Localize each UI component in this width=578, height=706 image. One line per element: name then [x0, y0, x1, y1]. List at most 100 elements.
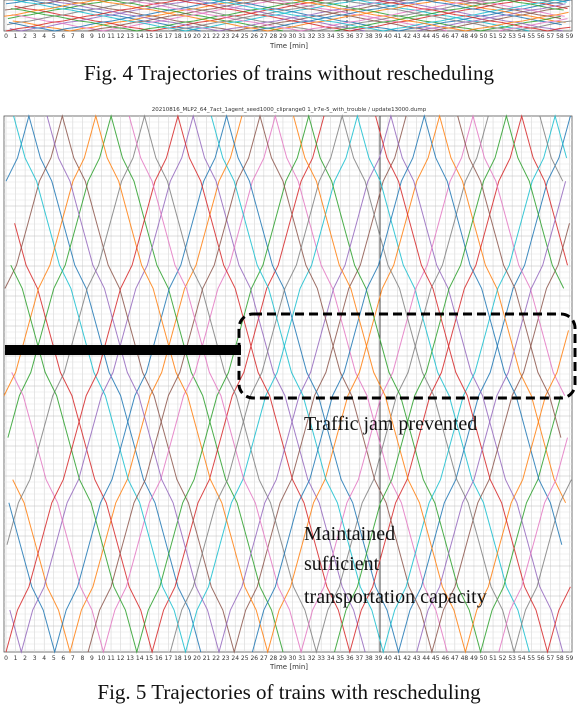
trajectory	[416, 181, 567, 653]
x-tick-label: 0	[4, 655, 8, 662]
x-tick-label: 0	[4, 33, 8, 40]
trajectory	[87, 114, 570, 654]
trajectory	[334, 114, 565, 653]
x-tick-label: 31	[298, 33, 306, 40]
annotation: transportation capacity	[304, 586, 487, 608]
x-tick-label: 49	[470, 33, 478, 40]
trajectory	[416, 3, 566, 32]
x-tick-label: 17	[165, 33, 173, 40]
x-tick-label: 44	[422, 33, 430, 40]
trajectory	[7, 114, 284, 653]
x-tick-label: 6	[61, 655, 65, 662]
x-tick-label: 59	[566, 655, 574, 662]
x-tick-label: 15	[145, 33, 153, 40]
trajectory	[13, 114, 530, 654]
x-tick-label: 24	[231, 33, 239, 40]
x-tick-label: 52	[499, 655, 507, 662]
x-tick-label: 6	[61, 33, 65, 40]
x-tick-label: 41	[394, 33, 402, 40]
annotation: Traffic jam prevented	[304, 413, 477, 435]
trajectory	[5, 114, 568, 654]
x-tick-label: 31	[298, 655, 306, 662]
x-tick-label: 50	[480, 33, 488, 40]
x-tick-label: 57	[547, 33, 555, 40]
trajectory	[12, 115, 243, 654]
x-tick-label: 19	[184, 655, 192, 662]
x-tick-label: 14	[136, 655, 144, 662]
x-tick-label: 16	[155, 655, 163, 662]
x-tick-label: 14	[136, 33, 144, 40]
trajectory	[46, 114, 564, 654]
x-tick-label: 26	[250, 655, 258, 662]
x-tick-label: 16	[155, 33, 163, 40]
x-tick-label: 33	[317, 33, 325, 40]
trajectory	[9, 0, 366, 32]
x-tick-label: 35	[336, 655, 344, 662]
x-tick-label: 53	[508, 655, 516, 662]
trajectory	[8, 0, 571, 32]
x-tick-label: 26	[250, 33, 258, 40]
x-tick-label: 38	[365, 33, 373, 40]
x-tick-label: 5	[52, 655, 56, 662]
x-tick-label: 48	[461, 655, 469, 662]
x-tick-label: 52	[499, 33, 507, 40]
x-tick-label: 24	[231, 655, 239, 662]
x-tick-label: 22	[212, 655, 220, 662]
x-tick-label: 15	[145, 655, 153, 662]
trajectory	[457, 115, 562, 438]
x-tick-label: 28	[270, 655, 278, 662]
trajectory	[498, 437, 568, 653]
x-tick-label: 48	[461, 33, 469, 40]
x-tick-label: 47	[451, 655, 459, 662]
x-tick-label: 11	[107, 655, 115, 662]
trajectory	[170, 0, 572, 32]
x-tick-label: 18	[174, 655, 182, 662]
x-tick-label: 33	[317, 655, 325, 662]
x-tick-label: 22	[212, 33, 220, 40]
x-axis-label: Time [min]	[269, 42, 308, 50]
x-tick-label: 12	[117, 655, 125, 662]
x-tick-label: 35	[336, 33, 344, 40]
x-tick-label: 8	[80, 33, 84, 40]
x-tick-label: 3	[33, 33, 37, 40]
plot-title: 20210816_MLP2_64_7act_1agent_seed1000_cl…	[152, 107, 427, 113]
trajectory	[6, 114, 489, 654]
x-tick-label: 37	[356, 655, 364, 662]
x-tick-label: 39	[375, 655, 383, 662]
x-tick-label: 57	[547, 655, 555, 662]
x-tick-label: 54	[518, 33, 526, 40]
x-tick-label: 30	[289, 33, 297, 40]
x-tick-label: 21	[203, 33, 211, 40]
x-tick-label: 11	[107, 33, 115, 40]
x-tick-label: 34	[327, 655, 335, 662]
x-tick-label: 43	[413, 655, 421, 662]
x-tick-label: 46	[441, 655, 449, 662]
x-tick-label: 39	[375, 33, 383, 40]
x-tick-label: 7	[71, 33, 75, 40]
trajectory	[13, 0, 530, 32]
x-tick-label: 4	[42, 33, 46, 40]
x-tick-label: 8	[80, 655, 84, 662]
x-tick-label: 2	[23, 655, 27, 662]
figure-5	[3, 114, 573, 654]
x-tick-label: 23	[222, 33, 230, 40]
trajectory	[3, 114, 567, 654]
annotation: sufficient	[304, 553, 380, 575]
x-tick-label: 49	[470, 655, 478, 662]
caption: Fig. 4 Trajectories of trains without re…	[84, 61, 495, 85]
trajectory	[11, 114, 448, 654]
x-tick-label: 13	[126, 655, 134, 662]
x-tick-label: 54	[518, 655, 526, 662]
x-tick-label: 36	[346, 655, 354, 662]
x-tick-label: 32	[308, 655, 316, 662]
x-tick-label: 18	[174, 33, 182, 40]
x-tick-label: 42	[403, 33, 411, 40]
x-tick-label: 47	[451, 33, 459, 40]
x-tick-label: 30	[289, 655, 297, 662]
x-tick-label: 1	[14, 655, 18, 662]
x-tick-label: 45	[432, 33, 440, 40]
x-tick-label: 40	[384, 33, 392, 40]
x-tick-label: 25	[241, 655, 249, 662]
x-tick-label: 10	[98, 655, 106, 662]
